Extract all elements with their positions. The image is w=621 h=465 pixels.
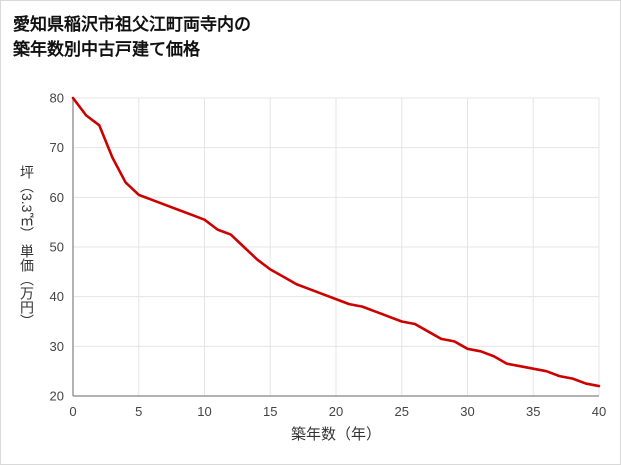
y-axis-label: 坪（3.3㎡） 単価（万円） bbox=[19, 165, 35, 329]
y-tick-label: 40 bbox=[50, 289, 64, 304]
x-tick-label: 20 bbox=[329, 404, 343, 419]
chart-title: 愛知県稲沢市祖父江町両寺内の 築年数別中古戸建て価格 bbox=[13, 13, 251, 62]
line-chart: 20 30 40 50 60 70 80 0 5 10 15 20 25 30 35 40 bbox=[50, 91, 607, 420]
x-tick-label: 15 bbox=[263, 404, 277, 419]
y-tick-label: 70 bbox=[50, 140, 64, 155]
price-line bbox=[71, 96, 601, 388]
chart-title-line2: 築年数別中古戸建て価格 bbox=[13, 39, 200, 59]
y-tick-label: 20 bbox=[50, 389, 64, 404]
x-tick-label: 25 bbox=[395, 404, 409, 419]
y-tick-label: 30 bbox=[50, 339, 64, 354]
x-tick-label: 5 bbox=[135, 404, 142, 419]
y-tick-label: 80 bbox=[50, 91, 64, 106]
x-tick-label: 0 bbox=[69, 404, 76, 419]
chart-title-line1: 愛知県稲沢市祖父江町両寺内の bbox=[13, 15, 251, 34]
x-tick-label: 10 bbox=[197, 404, 211, 419]
x-tick-label: 30 bbox=[460, 404, 474, 419]
x-tick-label: 40 bbox=[592, 404, 606, 419]
y-tick-label: 60 bbox=[50, 190, 64, 205]
x-axis-label: 築年数（年） bbox=[290, 426, 381, 443]
y-tick-label: 50 bbox=[50, 240, 64, 255]
x-tick-label: 35 bbox=[526, 404, 540, 419]
